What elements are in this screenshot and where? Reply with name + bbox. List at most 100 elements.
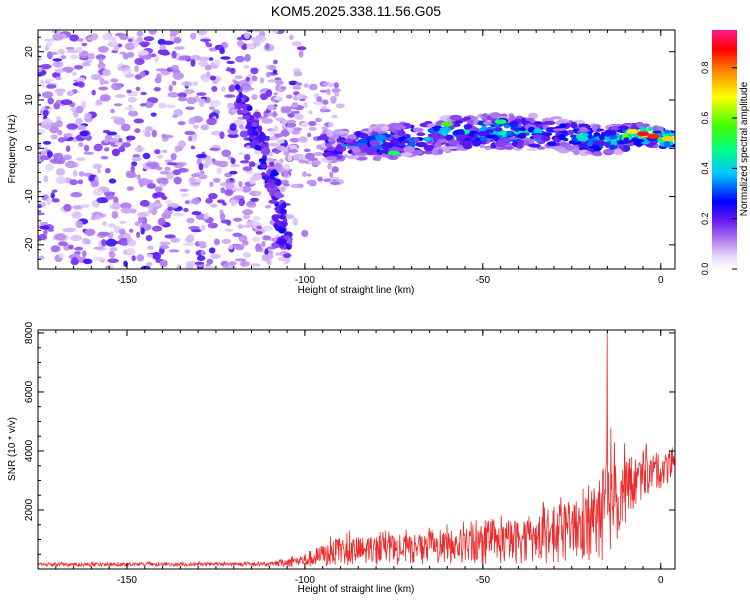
spectrogram-cell [283, 170, 289, 178]
spectrogram-cell [288, 237, 293, 245]
spectrogram-cell [576, 133, 584, 140]
spectrogram-cell [261, 240, 266, 248]
spectrogram-cell [217, 160, 229, 168]
spectrogram-cell [162, 134, 174, 139]
spectrogram-cell [598, 134, 605, 141]
spectrogram-cell [69, 179, 78, 186]
spectrogram-cell [129, 228, 134, 233]
spectrogram-cell [232, 232, 243, 237]
spectrogram-cell [110, 78, 119, 83]
spectrogram-cell [144, 131, 151, 138]
spectrogram-cell [63, 154, 68, 158]
spectrogram-cell [43, 38, 56, 42]
spectrogram-cell [134, 57, 145, 66]
spectrogram-cell [449, 114, 462, 121]
spectrogram-cell [125, 170, 136, 176]
spectrogram-cell [171, 80, 177, 86]
spectrogram-cell [325, 156, 338, 161]
y-tick-label: 2000 [24, 498, 35, 521]
spectrogram-cell [270, 169, 277, 177]
spectrogram-cell [409, 137, 415, 142]
spectrogram-cell [301, 229, 309, 237]
spectrogram-cell [196, 255, 206, 261]
spectrogram-cell [122, 53, 129, 60]
spectrogram-cell [289, 144, 298, 151]
spectrogram-cell [375, 154, 382, 162]
spectrogram-cell [303, 101, 309, 109]
spectrogram-cell [220, 56, 231, 60]
spectrogram-cell [242, 114, 251, 120]
spectrogram-cell [267, 79, 278, 83]
spectrogram-cell [249, 263, 261, 267]
spectrogram-cell [188, 135, 193, 142]
spectrogram-cell [195, 153, 207, 159]
spectrogram-cell [327, 82, 335, 88]
spectrogram-cell [160, 50, 170, 56]
spectrogram-cell [208, 247, 216, 254]
spectrogram-cell [298, 136, 308, 143]
spectrogram-cell [274, 77, 282, 81]
spectrogram-cell [304, 152, 315, 160]
spectrogram-ylabel: Frequency (Hz) [7, 115, 18, 184]
spectrogram-cell [275, 220, 283, 226]
spectrogram-cell [254, 30, 261, 33]
spectrogram-cell [39, 255, 45, 260]
spectrogram-cell [322, 151, 332, 158]
spectrogram-cell [570, 134, 578, 138]
spectrogram-cell [246, 44, 256, 49]
spectrogram-cell [214, 59, 221, 66]
spectrogram-cell [543, 132, 553, 136]
spectrogram-cell [246, 105, 253, 112]
spectrogram-cell [273, 133, 284, 138]
spectrogram-cell [90, 180, 99, 188]
spectrogram-cell [205, 265, 217, 269]
spectrogram-cell [230, 67, 236, 75]
spectrogram-frame [37, 29, 676, 270]
spectrogram-cell [578, 127, 588, 131]
spectrogram-cell [219, 212, 226, 221]
spectrogram-cell [102, 33, 111, 41]
spectrogram-cell [60, 55, 67, 60]
spectrogram-cell [124, 106, 136, 111]
spectrogram-cell [527, 112, 538, 120]
spectrogram-cell [133, 40, 139, 48]
spectrogram-cell [168, 249, 180, 253]
spectrogram-cell [224, 262, 229, 268]
spectrogram-cell [552, 128, 566, 132]
spectrogram-cell [612, 148, 624, 156]
spectrogram-cell [604, 149, 615, 155]
spectrogram-cell [415, 141, 428, 148]
spectrogram-cell [248, 161, 256, 168]
spectrogram-cell [255, 247, 260, 252]
spectrogram-cell [224, 228, 234, 232]
spectrogram-cell [39, 80, 46, 88]
spectrogram-cell [120, 202, 132, 209]
spectrogram-cell [146, 182, 157, 189]
spectrogram-cell [423, 144, 434, 152]
spectrogram-cell [139, 41, 151, 47]
spectrogram-cell [43, 124, 52, 130]
spectrogram-cell [39, 225, 50, 230]
spectrogram-cell [75, 77, 86, 82]
spectrogram-cell [45, 163, 54, 171]
spectrogram-cell [83, 151, 95, 155]
spectrogram-cell [151, 129, 157, 138]
spectrogram-cell [510, 120, 518, 126]
spectrogram-cell [103, 191, 116, 196]
spectrogram-cell [331, 88, 341, 93]
spectrogram-cell [101, 239, 107, 247]
spectrogram-cell [489, 112, 502, 119]
spectrogram-cell [321, 126, 328, 130]
spectrogram-cell [251, 122, 258, 127]
spectrogram-cell [165, 104, 176, 109]
spectrogram-cell [279, 208, 287, 215]
snr-series-line [38, 331, 675, 568]
spectrogram-cell [265, 71, 271, 78]
spectrogram-cell [44, 78, 54, 82]
spectrogram-cell [242, 224, 253, 228]
spectrogram-cell [224, 189, 234, 196]
spectrogram-hotspot [441, 121, 454, 127]
spectrogram-hotspot [387, 150, 400, 156]
spectrogram-cell [134, 146, 146, 152]
